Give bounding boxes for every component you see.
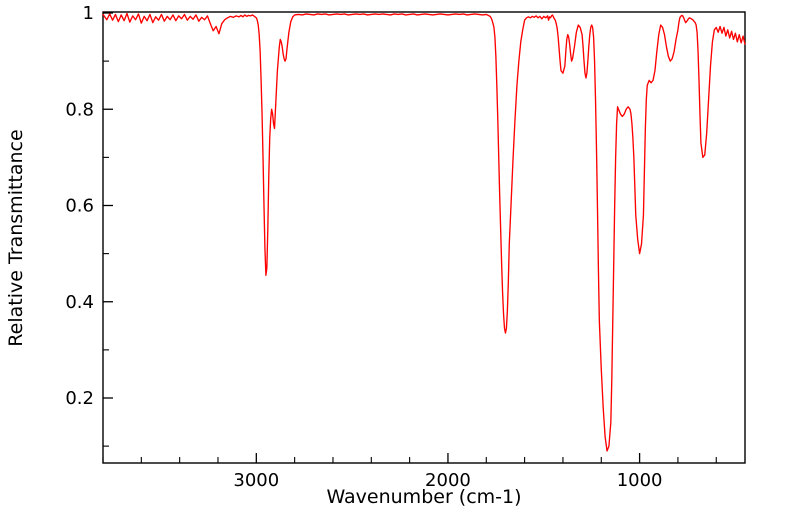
y-tick-label: 0.8 [65, 99, 94, 120]
y-tick-label: 0.2 [65, 388, 94, 409]
x-tick-label: 3000 [233, 470, 279, 491]
spectrum-line [102, 12, 746, 452]
y-axis-title: Relative Transmittance [5, 129, 27, 346]
x-axis-tick-labels: 3000 2000 1000 [233, 470, 662, 491]
x-tick-label: 1000 [617, 470, 663, 491]
x-axis-ticks [102, 453, 717, 463]
y-axis-tick-labels: 1 0.8 0.6 0.4 0.2 [65, 3, 94, 409]
spectrum-series-group [102, 12, 746, 452]
y-axis-ticks [103, 12, 113, 447]
x-axis-title: Wavenumber (cm-1) [326, 486, 521, 508]
y-tick-label: 1 [83, 3, 94, 24]
y-tick-label: 0.6 [65, 196, 94, 217]
x-tick-label: 2000 [425, 470, 471, 491]
plot-frame [102, 11, 746, 464]
y-tick-label: 0.4 [65, 292, 94, 313]
plot-axes [102, 11, 746, 464]
